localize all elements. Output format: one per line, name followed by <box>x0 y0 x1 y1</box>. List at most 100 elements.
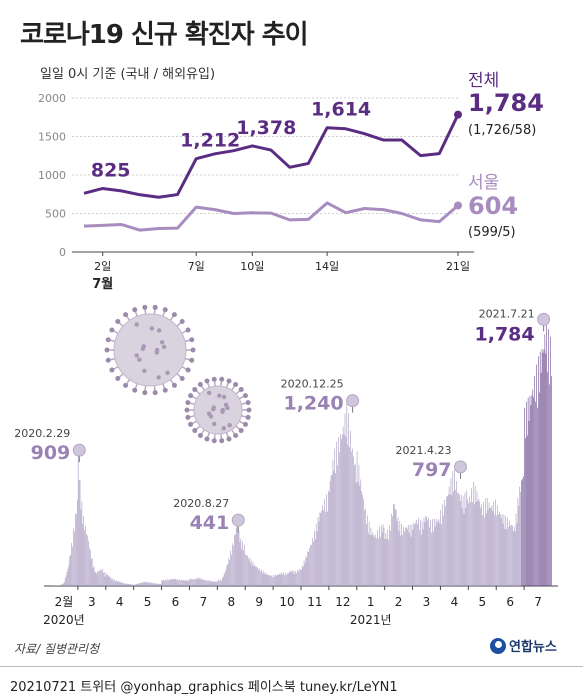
daily-bar <box>499 514 501 586</box>
daily-bar <box>524 408 525 586</box>
month-tick-label: 4 <box>451 595 459 609</box>
daily-bar <box>349 446 350 586</box>
series-end-value-seoul: 604 <box>468 192 518 220</box>
daily-bar <box>479 501 481 586</box>
daily-bar <box>285 572 286 586</box>
daily-bar <box>295 571 297 586</box>
daily-bar <box>208 581 210 586</box>
daily-bar <box>488 502 490 586</box>
daily-bar <box>475 502 477 586</box>
daily-bar <box>301 569 302 586</box>
daily-bar <box>322 505 323 586</box>
month-tick-label: 6 <box>172 595 180 609</box>
daily-bar <box>459 494 460 586</box>
daily-bar <box>346 402 348 586</box>
daily-bar <box>498 514 499 586</box>
daily-bar <box>373 535 375 586</box>
daily-bar <box>267 574 269 586</box>
daily-bar <box>388 539 389 586</box>
daily-bar <box>224 572 226 586</box>
daily-bar <box>316 531 318 586</box>
daily-bar <box>170 579 172 586</box>
virus-dot <box>141 344 146 349</box>
daily-bar <box>367 533 369 586</box>
daily-bar <box>381 532 383 586</box>
daily-bar <box>532 389 534 586</box>
daily-bar <box>507 517 508 586</box>
daily-bar <box>482 515 483 586</box>
virus-body <box>193 385 243 435</box>
daily-bar <box>158 583 160 586</box>
daily-bar <box>385 533 387 586</box>
daily-bar <box>357 482 359 586</box>
daily-bar <box>358 464 360 586</box>
daily-bar <box>214 581 216 586</box>
daily-bar <box>335 473 336 586</box>
daily-bar <box>435 519 437 586</box>
daily-bar <box>423 517 425 586</box>
daily-bar <box>483 501 484 586</box>
daily-bar <box>150 582 151 586</box>
daily-bar <box>414 524 415 586</box>
daily-bar <box>336 441 337 586</box>
series-end-marker-nationwide <box>454 110 462 119</box>
virus-spike-tip <box>109 327 115 333</box>
daily-bar <box>234 534 236 586</box>
daily-bar <box>120 582 122 586</box>
daily-bar <box>90 558 92 586</box>
daily-bar <box>153 583 154 586</box>
daily-bar <box>351 451 352 586</box>
series-end-value-nationwide: 1,784 <box>468 89 544 117</box>
daily-bar <box>407 525 409 586</box>
daily-bar <box>74 531 75 586</box>
annotation-value: 441 <box>190 512 230 534</box>
daily-bar <box>134 584 136 586</box>
daily-bar <box>315 523 317 586</box>
daily-bar <box>232 543 233 586</box>
daily-bar <box>147 582 149 586</box>
daily-bar <box>511 525 512 586</box>
daily-bar <box>278 574 280 586</box>
daily-bar <box>391 513 392 586</box>
virus-spike-tip <box>185 327 191 333</box>
daily-bar <box>218 579 219 586</box>
daily-bar <box>197 577 199 586</box>
daily-bar <box>495 499 496 586</box>
daily-bar <box>248 556 250 586</box>
virus-spike-tip <box>105 337 111 343</box>
daily-bar <box>453 491 455 586</box>
daily-bar <box>279 573 281 586</box>
virus-body <box>113 313 187 387</box>
daily-bar <box>195 579 196 586</box>
virus-dot <box>149 326 155 331</box>
daily-bar <box>512 525 513 586</box>
daily-bar <box>154 583 155 586</box>
virus-dot <box>142 368 147 374</box>
daily-bar <box>496 515 497 586</box>
series-line-seoul <box>83 201 459 232</box>
daily-bar <box>241 549 243 586</box>
daily-bar <box>384 539 386 586</box>
daily-bar <box>119 581 121 586</box>
daily-bar <box>525 438 526 586</box>
daily-bar <box>287 573 289 586</box>
daily-bar <box>127 583 128 586</box>
daily-bar <box>255 566 257 586</box>
daily-bar <box>195 578 197 586</box>
daily-bar <box>166 580 167 586</box>
virus-dot <box>211 405 217 410</box>
daily-bar <box>443 515 444 586</box>
daily-bar <box>259 568 260 586</box>
virus-spike-tip <box>109 367 115 373</box>
daily-bar <box>340 434 341 586</box>
virus-spike-tip <box>185 400 191 406</box>
daily-bar <box>492 511 494 586</box>
daily-bar <box>303 560 305 586</box>
daily-bar <box>107 574 109 586</box>
daily-bar <box>216 581 217 586</box>
daily-bar <box>181 579 182 586</box>
daily-bar <box>143 582 145 586</box>
daily-bar <box>243 550 244 586</box>
daily-bar <box>538 392 540 586</box>
daily-bar <box>419 519 421 586</box>
